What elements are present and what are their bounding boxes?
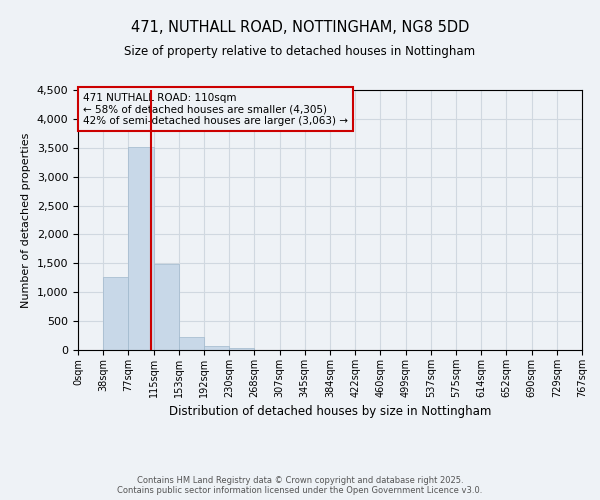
Text: Contains HM Land Registry data © Crown copyright and database right 2025.
Contai: Contains HM Land Registry data © Crown c… — [118, 476, 482, 495]
Bar — [103, 278, 128, 350]
Text: 471 NUTHALL ROAD: 110sqm
← 58% of detached houses are smaller (4,305)
42% of sem: 471 NUTHALL ROAD: 110sqm ← 58% of detach… — [83, 92, 348, 126]
Bar — [128, 146, 154, 350]
Text: 471, NUTHALL ROAD, NOTTINGHAM, NG8 5DD: 471, NUTHALL ROAD, NOTTINGHAM, NG8 5DD — [131, 20, 469, 35]
Bar — [179, 336, 204, 350]
Bar — [229, 348, 254, 350]
Bar — [204, 346, 229, 350]
Bar — [154, 264, 179, 350]
Text: Size of property relative to detached houses in Nottingham: Size of property relative to detached ho… — [124, 45, 476, 58]
X-axis label: Distribution of detached houses by size in Nottingham: Distribution of detached houses by size … — [169, 406, 491, 418]
Y-axis label: Number of detached properties: Number of detached properties — [21, 132, 31, 308]
